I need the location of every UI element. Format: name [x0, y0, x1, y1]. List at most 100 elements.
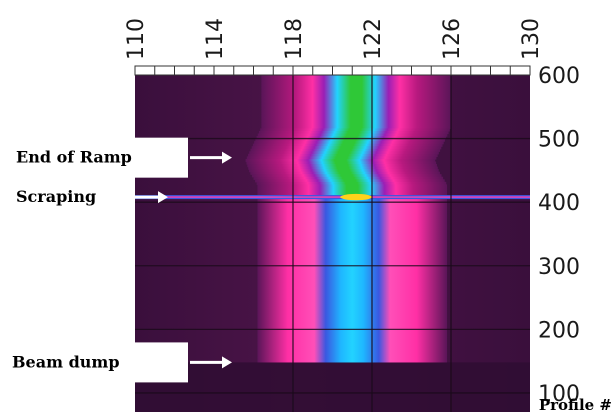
annotation-arrow-head — [222, 151, 232, 164]
beam-slice — [257, 278, 448, 282]
x-tick-label: 118 — [282, 18, 307, 60]
beam-slice — [261, 97, 451, 102]
beam-slice — [257, 250, 448, 254]
beam-slice — [257, 281, 448, 285]
beam-slice — [257, 204, 448, 208]
beam-slice — [257, 352, 448, 356]
beam-slice — [257, 270, 448, 274]
annotation-scraping: Scraping — [8, 187, 168, 208]
beam-slice — [257, 296, 448, 300]
beam-slice — [257, 321, 448, 325]
beam-slice — [257, 268, 448, 272]
beam-slice — [253, 176, 444, 180]
y-tick-label: 600 — [538, 64, 580, 89]
beam-slice — [251, 174, 442, 178]
beam-slice — [257, 240, 448, 244]
beam-slice — [257, 186, 448, 191]
beam-slice — [257, 230, 448, 234]
beam-slice — [257, 349, 448, 353]
beam-slice — [261, 75, 451, 79]
beam-slice — [261, 108, 451, 112]
beam-slice — [257, 258, 448, 262]
beam-slice — [257, 342, 448, 346]
beam-slice — [257, 288, 448, 292]
beam-slice — [257, 219, 448, 224]
beam-slice — [257, 303, 448, 308]
beam-slice — [246, 161, 437, 165]
x-tick-label: 110 — [124, 18, 149, 60]
beam-slice — [261, 87, 451, 91]
scraping-hotspot — [340, 193, 373, 201]
beam-slice — [257, 314, 448, 318]
beam-slice — [249, 151, 439, 155]
beam-slice — [257, 247, 448, 252]
beam-slice — [257, 227, 448, 231]
beam-slice — [257, 286, 448, 290]
beam-slice — [261, 120, 451, 124]
beam-slice — [257, 316, 448, 320]
beam-slice — [257, 265, 448, 269]
beam-slice — [257, 298, 448, 302]
beam-slice — [257, 207, 448, 211]
beam-slice — [257, 237, 448, 241]
beam-slice — [257, 336, 448, 341]
beam-slice — [246, 156, 437, 160]
beam-slice — [257, 253, 448, 257]
beam-slice — [257, 359, 448, 364]
beam-slice — [257, 319, 448, 323]
top-tick-strip — [134, 65, 531, 76]
beam-slice — [257, 283, 448, 287]
beam-slice — [257, 293, 448, 297]
y-tick-label: 200 — [538, 318, 580, 343]
beam-slice — [257, 331, 448, 336]
beam-slice — [261, 80, 451, 84]
annotation-arrow-head — [222, 356, 232, 369]
beam-slice — [254, 141, 444, 145]
beam-slice — [258, 130, 449, 135]
beam-slice — [257, 202, 448, 206]
beam-dump-region — [135, 362, 530, 412]
beam-slice — [261, 123, 451, 127]
beam-slice — [261, 100, 451, 104]
annotation-beam-dump: Beam dump — [8, 342, 232, 383]
beam-slice — [257, 347, 448, 351]
beam-slice — [257, 301, 448, 305]
beam-slice — [257, 232, 448, 236]
beam-slice — [257, 222, 448, 226]
beam-slice — [261, 102, 451, 107]
beam-slice — [250, 148, 441, 152]
beam-slice — [257, 260, 448, 264]
annotation-label: Beam dump — [12, 352, 120, 371]
beam-slice — [257, 225, 448, 229]
beam-slice — [257, 255, 448, 259]
plot-area — [135, 75, 530, 412]
beam-slice — [261, 105, 451, 109]
beam-slice — [261, 77, 451, 81]
x-tick-label: 114 — [203, 18, 228, 60]
beam-slice — [257, 275, 448, 280]
beam-slice — [250, 171, 440, 175]
beam-slice — [257, 199, 448, 203]
beam-slice — [261, 90, 451, 94]
annotation-box — [8, 187, 128, 208]
x-tick-label: 122 — [361, 18, 386, 60]
beam-slice — [248, 166, 438, 170]
beam-slice — [256, 181, 447, 185]
beam-slice — [261, 92, 451, 96]
beam-slice — [261, 110, 451, 114]
event-annotations: End of Ramp Scraping Beam dump — [8, 137, 232, 383]
annotation-arrow-head — [158, 191, 168, 204]
beam-slice — [257, 339, 448, 343]
beam-slice — [257, 273, 448, 277]
beam-slice — [257, 291, 448, 295]
x-tick-label: 126 — [440, 18, 465, 60]
beam-slice — [257, 209, 448, 213]
x-tick-labels: 110 114 118 122 126 130 — [124, 18, 544, 60]
beam-slice — [260, 128, 450, 132]
beam-slice — [261, 113, 451, 117]
beam-slice — [261, 115, 451, 119]
beam-slice — [261, 85, 451, 89]
beam-slice — [257, 334, 448, 338]
beam-slice — [257, 242, 448, 247]
beam-slice — [252, 143, 443, 147]
